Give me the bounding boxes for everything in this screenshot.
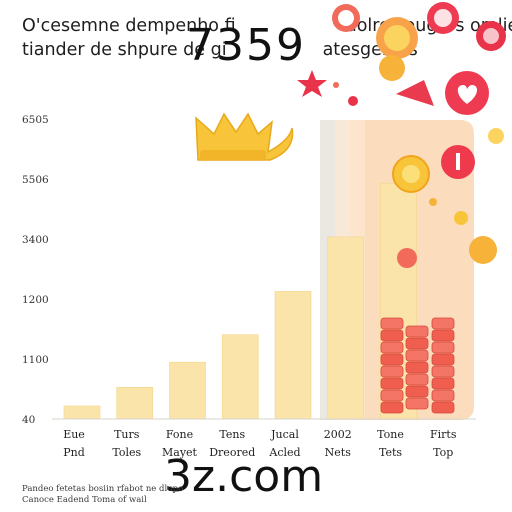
x-tick-label: Fone (166, 428, 193, 441)
coin-disc (405, 349, 429, 362)
y-tick-label: 1200 (22, 294, 49, 306)
x-tick-sublabel: Mayet (162, 446, 198, 459)
coin-disc (380, 329, 404, 342)
x-tick-sublabel: Acled (268, 446, 300, 459)
x-axis-ticks: Eue Pnd Turs Toles Fone Mayet Tens Dreored Jucal… (63, 428, 457, 459)
footnote-line-2: Canoce Eadend Toma of wail (22, 495, 147, 505)
x-tick-label: Tone (377, 428, 404, 441)
small-coin-icon (454, 211, 468, 225)
coin-disc (380, 377, 404, 390)
coin-disc (405, 385, 429, 398)
coin-disc (431, 389, 455, 402)
crown-icon (195, 112, 294, 161)
coin-disc (380, 389, 404, 402)
x-tick-label: Firts (430, 428, 457, 441)
coin-disc (431, 365, 455, 378)
small-coin-icon-2 (429, 198, 437, 206)
y-axis-ticks: 40 1100 1200 3400 5506 6505 (22, 114, 49, 426)
gift-coin-icon (469, 236, 497, 264)
coin-disc (405, 373, 429, 386)
bar (63, 405, 101, 420)
x-tick-sublabel: Top (433, 446, 453, 459)
dot-icon-3 (488, 128, 504, 144)
coin-disc (380, 365, 404, 378)
y-tick-label: 5506 (22, 174, 49, 186)
x-tick-sublabel: Nets (325, 446, 352, 459)
coin-disc (380, 353, 404, 366)
bar (116, 387, 154, 420)
y-tick-label: 6505 (22, 114, 49, 126)
bar (169, 361, 206, 420)
watermark-top: 7359 (186, 20, 306, 71)
bar (274, 291, 312, 420)
gold-coin-icon (392, 155, 430, 193)
dot-icon-2 (333, 82, 339, 88)
footnote: Pandeo fetetas bosiin rfabot ne dlupo Ca… (22, 484, 322, 506)
y-tick-label: 3400 (22, 234, 49, 246)
bar (221, 334, 259, 420)
coin-disc (380, 317, 404, 330)
footnote-line-1: Pandeo fetetas bosiin rfabot ne dlupo (22, 484, 184, 494)
coin-disc (431, 329, 455, 342)
dollar-coin-icon (332, 4, 360, 32)
x-tick-label: Eue (63, 428, 85, 441)
x-tick-label: Turs (114, 428, 140, 441)
coin-disc (431, 341, 455, 354)
gift-icon (427, 2, 459, 34)
dollar-coin-icon-3 (379, 55, 405, 81)
x-tick-label: 2002 (324, 428, 352, 441)
coin-disc (431, 353, 455, 366)
title-line-1-head: O'cesemne dempenho fi (22, 16, 236, 36)
coin-disc (431, 377, 455, 390)
star-icon (297, 70, 327, 97)
coin-disc (380, 341, 404, 354)
x-tick-sublabel: Tets (379, 446, 402, 459)
x-tick-sublabel: Dreored (209, 446, 255, 459)
coin-disc (380, 401, 404, 414)
x-tick-label: Jucal (270, 428, 299, 441)
coin-disc (431, 401, 455, 414)
dot-icon (348, 96, 358, 106)
diamond-icon (396, 80, 434, 106)
coin-disc (405, 361, 429, 374)
x-tick-label: Tens (219, 428, 245, 441)
y-tick-label: 40 (22, 414, 35, 426)
coin-disc (405, 325, 429, 338)
coin-disc (405, 397, 429, 410)
coin-icon-red (476, 21, 506, 51)
coin-disc (405, 337, 429, 350)
info-coin-icon (441, 145, 475, 179)
heart-icon (445, 71, 489, 115)
y-tick-label: 1100 (22, 354, 49, 366)
coin-disc (431, 317, 455, 330)
x-tick-sublabel: Pnd (63, 446, 85, 459)
flower-icon (397, 248, 417, 268)
bar (327, 236, 365, 420)
watermark-bottom: 3z.com (164, 451, 324, 502)
x-tick-sublabel: Toles (112, 446, 141, 459)
title-line-2-head: tiander de shpure de gi (22, 40, 227, 60)
dollar-coin-icon-2 (376, 17, 418, 59)
coin-stack-icon (380, 317, 455, 414)
